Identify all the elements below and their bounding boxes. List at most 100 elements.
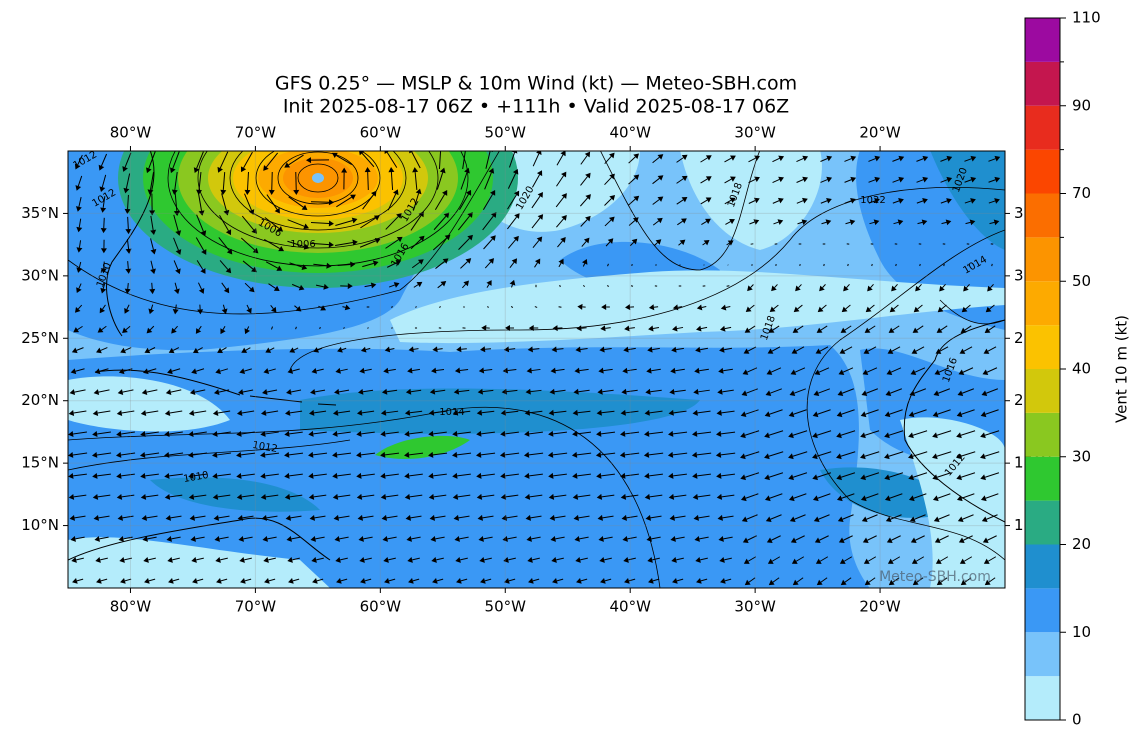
- wind-arrow-head: [167, 368, 173, 375]
- wind-arrow-shaft: [602, 515, 614, 519]
- wind-arrow-head: [195, 328, 202, 334]
- wind-arrow-shaft: [480, 452, 496, 456]
- wind-arrow-head: [982, 369, 989, 375]
- wind-arrow-shaft: [746, 514, 758, 520]
- wind-arrow-shaft: [435, 536, 445, 540]
- wind-arrow-shaft: [243, 536, 253, 540]
- wind-arrow-shaft: [652, 156, 660, 164]
- x-tick-label: 30°W: [734, 598, 776, 616]
- wind-arrow-head: [415, 188, 422, 195]
- wind-arrow-shaft: [362, 515, 374, 519]
- wind-arrow-head: [93, 389, 100, 396]
- wind-arrow-head: [501, 514, 507, 521]
- wind-arrow-shaft: [77, 325, 83, 331]
- wind-arrow-head: [164, 431, 170, 437]
- wind-arrow-head: [270, 306, 277, 313]
- wind-arrow-shaft: [294, 305, 298, 309]
- wind-arrow-head: [600, 578, 606, 584]
- wind-arrow-head: [310, 388, 316, 395]
- wind-arrow-head: [478, 367, 485, 374]
- wind-arrow-shaft: [700, 157, 708, 163]
- wind-arrow-shaft: [673, 410, 687, 414]
- wind-arrow-shaft: [629, 327, 635, 329]
- wind-arrow-shaft: [385, 431, 399, 435]
- wind-arrow-shaft: [367, 171, 369, 191]
- wind-arrow-head: [96, 578, 102, 584]
- wind-arrow-shaft: [891, 535, 901, 541]
- wind-arrow-head: [935, 558, 942, 564]
- x-tick-label: 20°W: [859, 598, 901, 616]
- wind-arrow-shaft: [768, 472, 784, 478]
- wind-arrow-shaft: [240, 452, 256, 456]
- colorbar-band: [1025, 237, 1060, 282]
- wind-arrow-head: [212, 451, 218, 458]
- wind-arrow-head: [801, 219, 808, 226]
- wind-arrow-head: [826, 176, 833, 183]
- wind-arrow-shaft: [410, 515, 422, 519]
- wind-arrow-head: [765, 516, 772, 523]
- wind-arrow-shaft: [749, 221, 755, 225]
- wind-arrow-shaft: [677, 220, 683, 226]
- wind-arrow-head: [356, 430, 362, 437]
- wind-arrow-head: [380, 430, 386, 437]
- wind-arrow-head: [668, 472, 674, 479]
- wind-arrow-head: [75, 206, 82, 212]
- wind-arrow-shaft: [364, 578, 372, 582]
- wind-arrow-head: [99, 307, 106, 314]
- wind-arrow-shaft: [169, 431, 183, 435]
- wind-arrow-shaft: [868, 179, 876, 183]
- wind-arrow-shaft: [606, 285, 610, 287]
- y-tick-label: 35°N: [21, 204, 59, 222]
- wind-arrow-shaft: [388, 557, 396, 561]
- wind-arrow-head: [656, 217, 663, 224]
- wind-arrow-shaft: [963, 346, 973, 352]
- wind-arrow-head: [812, 495, 819, 502]
- contour-label: 1014: [439, 407, 464, 418]
- wind-arrow-shaft: [241, 494, 255, 498]
- wind-arrow-head: [189, 514, 196, 521]
- wind-arrow-shaft: [747, 535, 757, 541]
- wind-arrow-head: [407, 367, 413, 374]
- wind-arrow-shaft: [219, 151, 229, 169]
- wind-arrow-head: [836, 474, 843, 481]
- wind-arrow-shaft: [772, 200, 780, 204]
- wind-arrow-shaft: [216, 452, 232, 456]
- wind-arrow-head: [142, 535, 148, 542]
- wind-arrow-head: [719, 325, 726, 332]
- wind-arrow-head: [244, 328, 250, 335]
- wind-arrow-head: [301, 264, 308, 270]
- wind-arrow-head: [576, 325, 582, 332]
- wind-arrow-shaft: [697, 473, 711, 477]
- wind-arrow-head: [719, 556, 725, 563]
- wind-arrow-shaft: [652, 557, 660, 561]
- wind-arrow-shaft: [435, 261, 445, 269]
- wind-arrow-head: [513, 190, 520, 197]
- wind-arrow-head: [644, 472, 650, 479]
- wind-arrow-head: [428, 451, 434, 458]
- wind-arrow-shaft: [916, 200, 924, 204]
- wind-arrow-head: [620, 493, 627, 500]
- wind-arrow-head: [860, 453, 866, 460]
- wind-arrow-head: [836, 495, 843, 502]
- wind-arrow-shaft: [940, 325, 948, 331]
- wind-arrow-head: [742, 369, 749, 375]
- wind-arrow-shaft: [818, 514, 830, 520]
- wind-arrow-head: [372, 260, 379, 267]
- wind-arrow-shaft: [628, 578, 636, 582]
- wind-arrow-shaft: [127, 216, 129, 230]
- wind-arrow-head: [115, 451, 122, 458]
- wind-arrow-shaft: [245, 347, 251, 351]
- wind-arrow-head: [705, 176, 712, 182]
- wind-arrow-head: [168, 578, 174, 584]
- wind-arrow-head: [440, 281, 447, 287]
- wind-arrow-head: [740, 411, 747, 418]
- wind-arrow-shaft: [457, 410, 471, 414]
- wind-arrow-shaft: [676, 326, 684, 330]
- wind-arrow-head: [717, 514, 723, 521]
- wind-arrow-head: [68, 472, 74, 479]
- wind-arrow-shaft: [963, 556, 973, 562]
- wind-arrow-shaft: [103, 217, 105, 229]
- wind-arrow-shaft: [604, 347, 612, 351]
- wind-arrow-head: [190, 535, 196, 542]
- wind-arrow-head: [150, 248, 157, 255]
